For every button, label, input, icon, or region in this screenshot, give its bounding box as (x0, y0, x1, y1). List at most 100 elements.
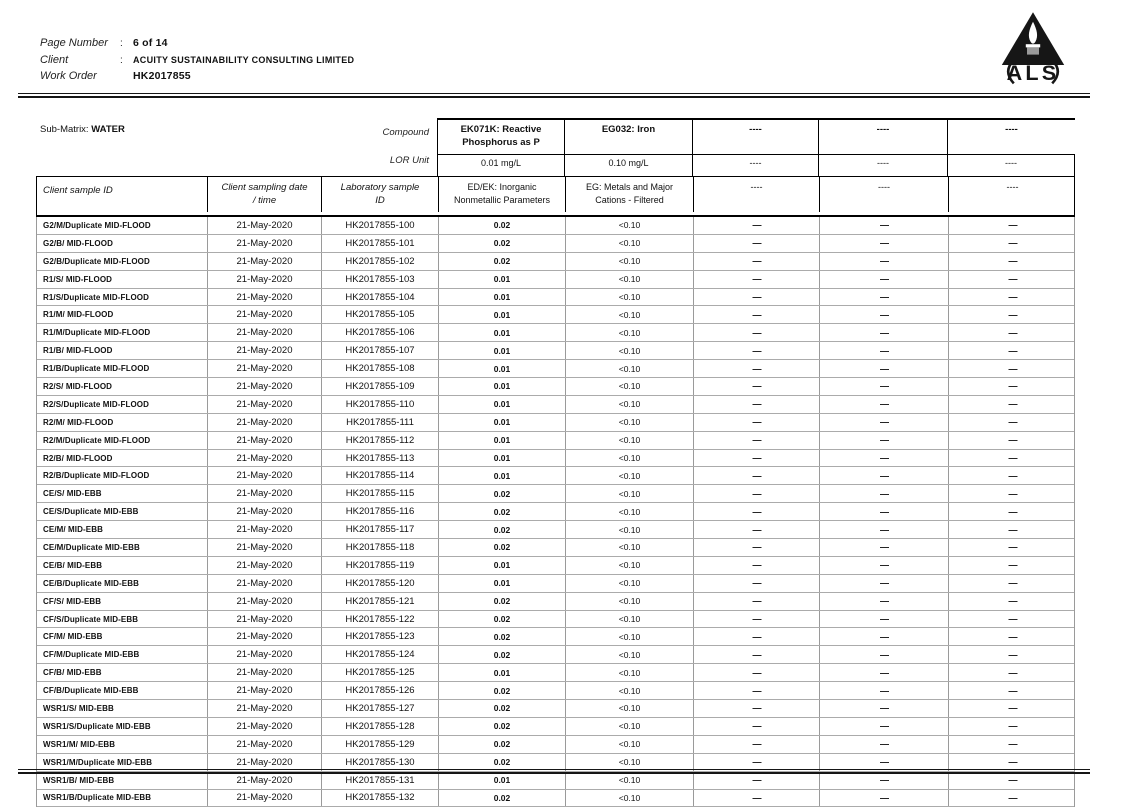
empty-result-cell: — (819, 485, 948, 502)
empty-result-cell: — (948, 772, 1076, 789)
empty-result-cell: — (693, 503, 819, 520)
client-sample-id-cell: R2/S/ MID-FLOOD (37, 378, 207, 395)
sampling-date-cell: 21-May-2020 (207, 700, 321, 717)
empty-result-cell: — (819, 289, 948, 306)
empty-result-cell: — (693, 790, 819, 807)
phosphorus-result-cell: 0.02 (438, 539, 565, 556)
empty-result-cell: — (948, 575, 1076, 592)
phosphorus-result-cell: 0.02 (438, 682, 565, 699)
empty-result-cell: — (693, 217, 819, 234)
phosphorus-result-cell: 0.01 (438, 306, 565, 323)
empty-result-cell: — (693, 772, 819, 789)
iron-result-cell: <0.10 (565, 289, 693, 306)
sampling-date-cell: 21-May-2020 (207, 557, 321, 574)
client-sample-id-cell: R2/B/Duplicate MID-FLOOD (37, 467, 207, 484)
client-sample-id-cell: CE/S/Duplicate MID-EBB (37, 503, 207, 520)
iron-result-cell: <0.10 (565, 628, 693, 645)
empty-result-cell: — (819, 664, 948, 681)
phosphorus-result-cell: 0.01 (438, 450, 565, 467)
empty-result-cell: — (819, 306, 948, 323)
client-sample-id-cell: G2/M/Duplicate MID-FLOOD (37, 217, 207, 234)
client-sample-id-cell: CF/S/Duplicate MID-EBB (37, 611, 207, 628)
lab-sample-id-cell: HK2017855-110 (321, 396, 438, 413)
client-sample-id-cell: R2/S/Duplicate MID-FLOOD (37, 396, 207, 413)
sub-matrix: Sub-Matrix: WATER (40, 124, 125, 135)
analyte-lor-unit: ---- (692, 154, 818, 176)
client-label: Client (40, 54, 120, 66)
lab-sample-id-cell: HK2017855-125 (321, 664, 438, 681)
empty-result-cell: — (948, 700, 1076, 717)
sampling-date-cell: 21-May-2020 (207, 360, 321, 377)
header-rule (18, 93, 1090, 98)
empty-result-cell: — (819, 539, 948, 556)
iron-result-cell: <0.10 (565, 539, 693, 556)
page-header: Page Number : 6 of 14 Client : ACUITY SU… (40, 37, 354, 87)
iron-result-cell: <0.10 (565, 557, 693, 574)
work-order-value: HK2017855 (133, 70, 191, 82)
iron-result-cell: <0.10 (565, 718, 693, 735)
empty-result-cell: — (693, 557, 819, 574)
lab-sample-id-cell: HK2017855-123 (321, 628, 438, 645)
analyte-method-group: ---- (948, 177, 1076, 212)
client-sample-id-cell: R1/B/Duplicate MID-FLOOD (37, 360, 207, 377)
empty-result-cell: — (819, 718, 948, 735)
phosphorus-result-cell: 0.01 (438, 664, 565, 681)
sampling-date-cell: 21-May-2020 (207, 521, 321, 538)
phosphorus-result-cell: 0.02 (438, 521, 565, 538)
phosphorus-result-cell: 0.02 (438, 718, 565, 735)
phosphorus-result-cell: 0.01 (438, 772, 565, 789)
empty-result-cell: — (948, 414, 1076, 431)
als-logo-icon: ALS (993, 8, 1073, 90)
phosphorus-result-cell: 0.02 (438, 628, 565, 645)
client-sample-id-cell: R1/M/ MID-FLOOD (37, 306, 207, 323)
empty-result-cell: — (693, 360, 819, 377)
col-header-client-sample-id: Client sample ID (37, 177, 207, 215)
sampling-date-cell: 21-May-2020 (207, 396, 321, 413)
client-sample-id-cell: G2/B/Duplicate MID-FLOOD (37, 253, 207, 270)
empty-result-cell: — (819, 611, 948, 628)
iron-result-cell: <0.10 (565, 467, 693, 484)
empty-result-cell: — (948, 324, 1076, 341)
analyte-compound-header: ---- (818, 118, 947, 154)
lab-sample-id-cell: HK2017855-132 (321, 790, 438, 807)
empty-result-cell: — (693, 575, 819, 592)
page-number-colon: : (120, 38, 133, 49)
analyte-method-group: ED/EK: Inorganic Nonmetallic Parameters (438, 177, 565, 212)
phosphorus-result-cell: 0.01 (438, 432, 565, 449)
analyte-header-band: Sub-Matrix: WATER Compound LOR Unit EK07… (36, 118, 1075, 176)
client-sample-id-cell: CE/B/ MID-EBB (37, 557, 207, 574)
client-sample-id-cell: CF/B/ MID-EBB (37, 664, 207, 681)
phosphorus-result-cell: 0.02 (438, 503, 565, 520)
phosphorus-result-cell: 0.01 (438, 271, 565, 288)
empty-result-cell: — (693, 682, 819, 699)
iron-result-cell: <0.10 (565, 450, 693, 467)
empty-result-cell: — (693, 539, 819, 556)
client-sample-id-cell: G2/B/ MID-FLOOD (37, 235, 207, 252)
sampling-date-cell: 21-May-2020 (207, 628, 321, 645)
empty-result-cell: — (819, 378, 948, 395)
client-sample-id-cell: R1/B/ MID-FLOOD (37, 342, 207, 359)
lab-sample-id-cell: HK2017855-129 (321, 736, 438, 753)
client-sample-id-cell: CE/B/Duplicate MID-EBB (37, 575, 207, 592)
phosphorus-result-cell: 0.02 (438, 790, 565, 807)
client-sample-id-cell: WSR1/S/Duplicate MID-EBB (37, 718, 207, 735)
empty-result-cell: — (819, 324, 948, 341)
empty-result-cell: — (693, 450, 819, 467)
lor-unit-row-label: LOR Unit (390, 155, 429, 166)
empty-result-cell: — (819, 646, 948, 663)
phosphorus-result-cell: 0.02 (438, 235, 565, 252)
sampling-date-cell: 21-May-2020 (207, 664, 321, 681)
empty-result-cell: — (948, 217, 1076, 234)
sampling-date-cell: 21-May-2020 (207, 772, 321, 789)
page-number-value: 6 of 14 (133, 37, 168, 49)
